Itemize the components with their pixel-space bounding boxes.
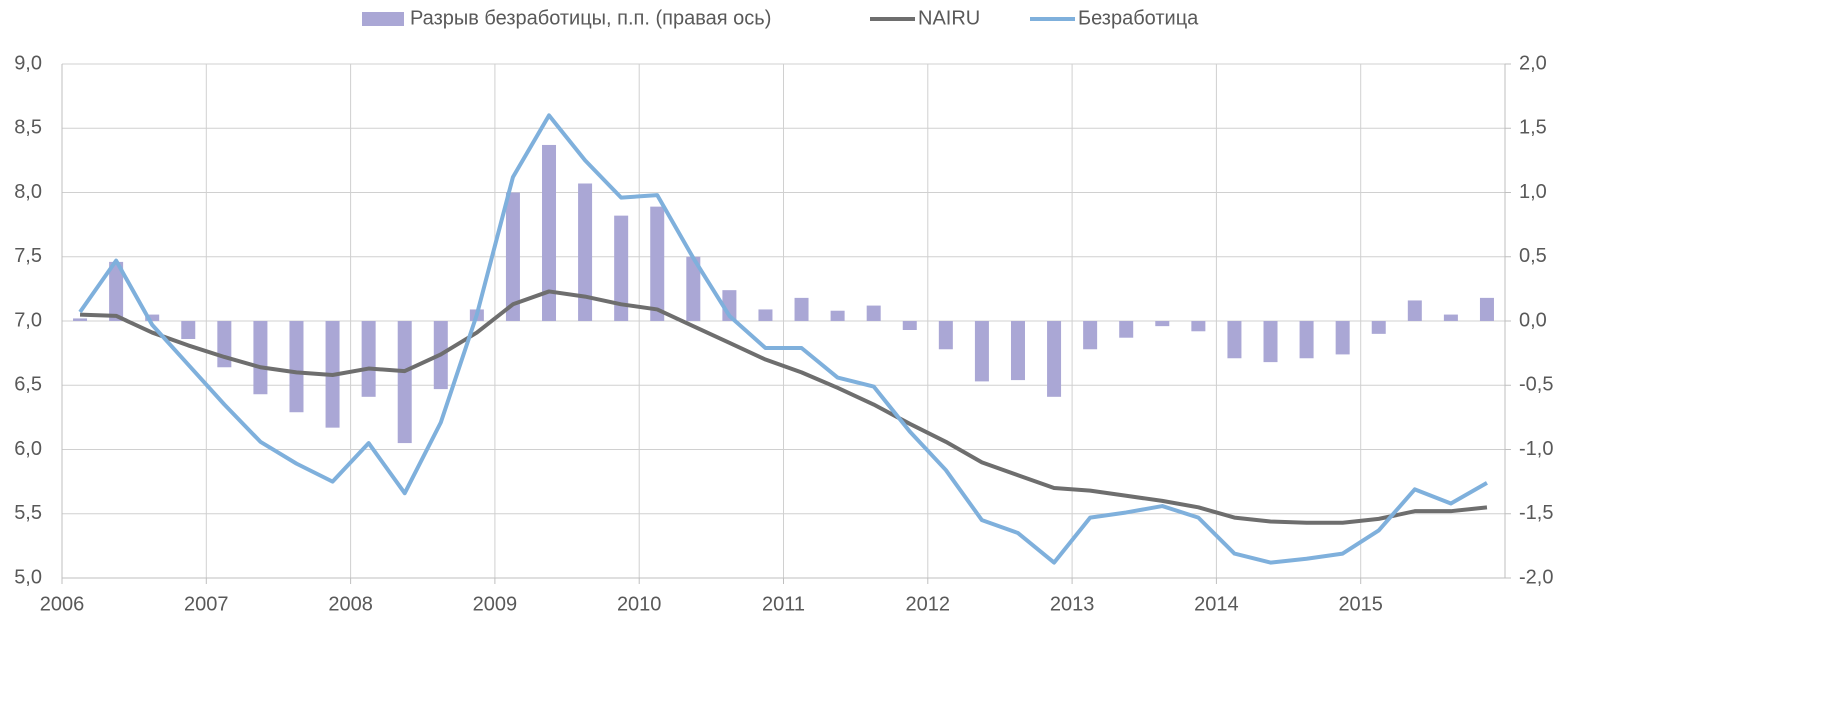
y2-tick-label: 1,5 <box>1519 117 1547 139</box>
bar <box>902 321 917 330</box>
legend-label: NAIRU <box>918 7 980 29</box>
y-tick-label: 5,5 <box>14 502 42 524</box>
bar <box>830 310 845 321</box>
legend-label: Безработица <box>1078 7 1199 29</box>
bar <box>614 215 629 321</box>
bar <box>181 321 196 339</box>
y2-tick-label: 0,5 <box>1519 245 1547 267</box>
y2-tick-label: -1,0 <box>1519 438 1553 460</box>
bar <box>650 206 665 321</box>
bar <box>109 261 124 321</box>
bar <box>1263 321 1278 363</box>
x-tick-label: 2015 <box>1338 593 1383 615</box>
y-tick-label: 9,0 <box>14 52 42 74</box>
bar <box>974 321 989 382</box>
bar <box>1407 300 1422 321</box>
y-tick-label: 6,0 <box>14 438 42 460</box>
bar <box>1191 321 1206 332</box>
bar <box>686 256 701 321</box>
y2-tick-label: -1,5 <box>1519 502 1553 524</box>
bar <box>1083 321 1098 350</box>
bar <box>505 192 520 321</box>
x-tick-label: 2009 <box>473 593 518 615</box>
line <box>79 289 1488 525</box>
y2-tick-label: -0,5 <box>1519 374 1553 396</box>
x-tick-label: 2008 <box>328 593 373 615</box>
bar <box>1443 314 1458 321</box>
bar <box>866 305 881 321</box>
bar <box>397 321 412 444</box>
y-tick-label: 6,5 <box>14 374 42 396</box>
bar <box>542 144 557 321</box>
y2-tick-label: 0,0 <box>1519 309 1547 331</box>
bar <box>1119 321 1134 338</box>
x-tick-label: 2007 <box>184 593 229 615</box>
bar <box>253 321 268 395</box>
y2-tick-label: 1,0 <box>1519 181 1547 203</box>
y-tick-label: 7,5 <box>14 245 42 267</box>
bar <box>1479 297 1494 321</box>
y2-tick-label: -2,0 <box>1519 566 1553 588</box>
bar <box>1335 321 1350 355</box>
x-tick-label: 2012 <box>906 593 951 615</box>
x-tick-label: 2010 <box>617 593 662 615</box>
bar <box>1299 321 1314 359</box>
line <box>78 113 1488 565</box>
bar <box>73 318 88 321</box>
legend-label: Разрыв безработицы, п.п. (правая ось) <box>410 7 771 29</box>
bar <box>1047 321 1062 397</box>
bar <box>1371 321 1386 334</box>
bar <box>361 321 376 397</box>
bar <box>1227 321 1242 359</box>
bar <box>1155 321 1170 327</box>
x-tick-label: 2011 <box>762 593 805 615</box>
x-tick-label: 2013 <box>1050 593 1095 615</box>
x-tick-label: 2014 <box>1194 593 1239 615</box>
bar <box>578 183 593 321</box>
y-tick-label: 7,0 <box>14 309 42 331</box>
legend-swatch <box>362 12 404 26</box>
bar <box>938 321 953 350</box>
y-tick-label: 5,0 <box>14 566 42 588</box>
bar <box>145 314 160 321</box>
y2-tick-label: 2,0 <box>1519 52 1547 74</box>
bar <box>758 309 773 321</box>
bar <box>289 321 304 413</box>
y-tick-label: 8,0 <box>14 181 42 203</box>
bar <box>1010 321 1025 381</box>
bar <box>794 297 809 321</box>
x-tick-label: 2006 <box>40 593 85 615</box>
y-tick-label: 8,5 <box>14 117 42 139</box>
